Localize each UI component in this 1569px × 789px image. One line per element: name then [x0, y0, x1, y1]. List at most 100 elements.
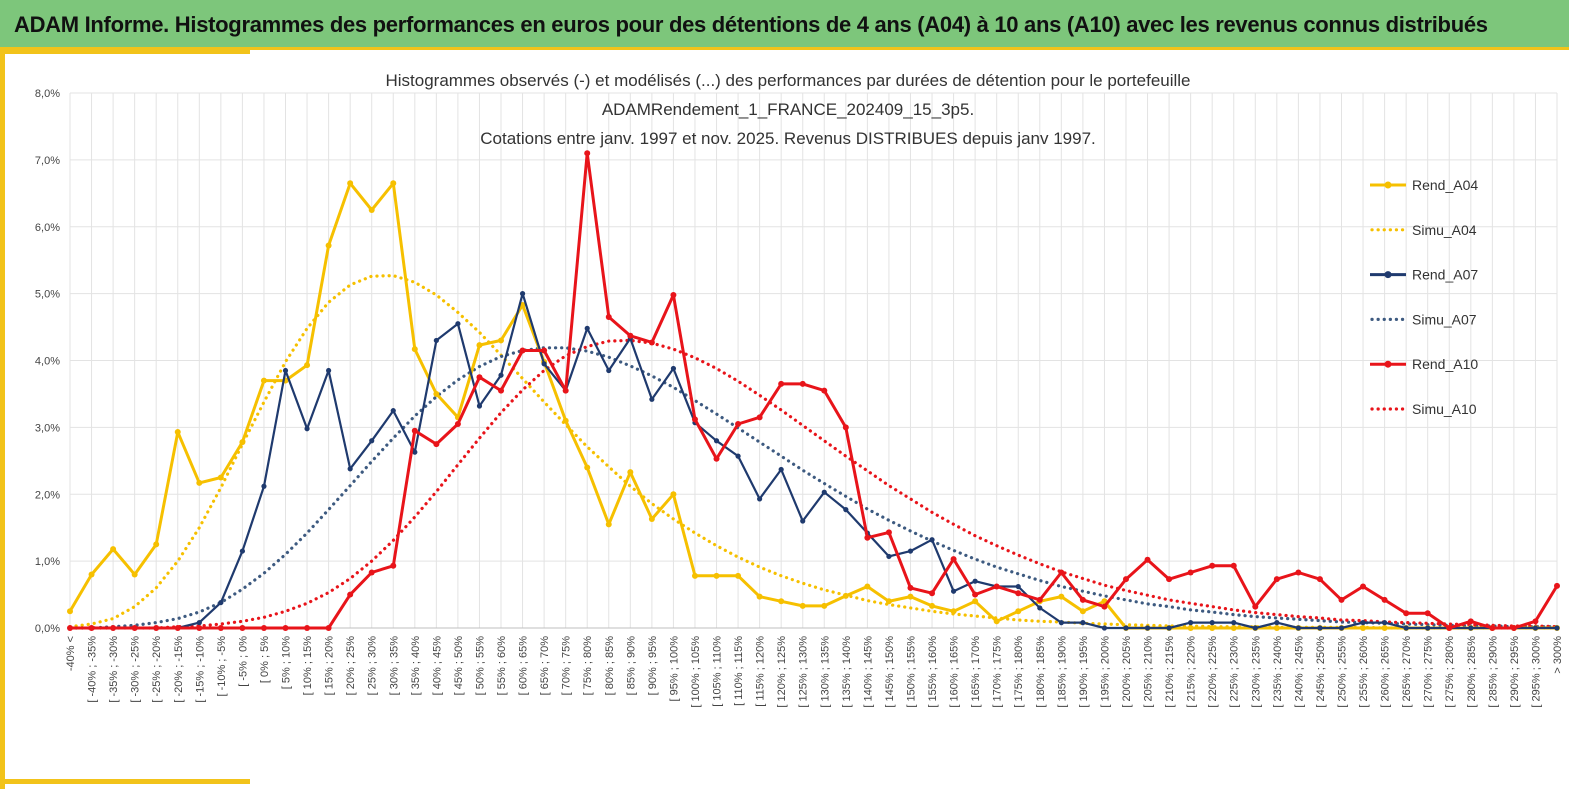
data-point-Rend_A07 [347, 466, 353, 472]
data-point-Rend_A04 [605, 521, 612, 528]
data-point-Rend_A10 [885, 529, 892, 536]
data-point-Rend_A10 [1252, 603, 1259, 610]
data-point-Rend_A04 [260, 377, 267, 384]
y-tick-label: 8,0% [35, 88, 60, 100]
data-point-Rend_A10 [756, 414, 763, 421]
x-tick-label: [ 280% ; 285% [1466, 636, 1478, 708]
y-tick-label: 0,0% [35, 623, 60, 635]
data-point-Rend_A07 [843, 507, 849, 513]
x-tick-label: [ 225% ; 230% [1229, 636, 1241, 708]
data-point-Rend_A07 [218, 599, 224, 606]
data-point-Rend_A07 [1338, 625, 1345, 631]
data-point-Rend_A04 [778, 598, 785, 605]
x-tick-label: [ 245% ; 250% [1315, 636, 1327, 708]
x-tick-label: [ 65% ; 70% [539, 636, 551, 696]
data-point-Rend_A07 [326, 367, 332, 374]
legend-label-Rend_A10: Rend_A10 [1412, 356, 1478, 372]
x-tick-label: [ 180% ; 185% [1035, 636, 1047, 708]
series-line-Rend_A10 [70, 151, 1559, 630]
data-point-Rend_A10 [1403, 610, 1410, 617]
data-point-Rend_A10 [368, 569, 375, 576]
data-point-Rend_A10 [454, 421, 461, 428]
x-tick-label: [ -40% ; -35% [87, 636, 99, 703]
data-point-Rend_A07 [886, 553, 892, 560]
data-point-Rend_A07 [1252, 625, 1258, 631]
data-point-Rend_A04 [691, 572, 698, 579]
data-point-Rend_A07 [1144, 625, 1151, 631]
legend-marker-Rend_A10 [1384, 360, 1392, 368]
data-point-Rend_A10 [1101, 603, 1108, 610]
chart-series [67, 150, 1560, 631]
data-point-Rend_A04 [498, 337, 505, 344]
data-point-Rend_A04 [88, 571, 95, 578]
data-point-Rend_A04 [1381, 625, 1388, 631]
data-point-Rend_A10 [1122, 576, 1129, 583]
data-point-Rend_A10 [584, 150, 591, 157]
x-tick-label: [ -35% ; -30% [108, 636, 120, 703]
x-tick-label: [ 70% ; 75% [561, 636, 573, 696]
series-Rend_A10 [67, 150, 1560, 631]
x-tick-label: -40% < [65, 636, 77, 671]
x-tick-label: > 300% [1552, 636, 1564, 674]
x-tick-label: [ 240% ; 245% [1293, 636, 1305, 708]
x-tick-label: [ 0% ; 5% [259, 636, 271, 683]
data-point-Rend_A10 [691, 416, 698, 423]
data-point-Rend_A07 [1554, 625, 1560, 631]
x-tick-label: [ 125% ; 130% [798, 636, 810, 708]
y-tick-label: 1,0% [35, 556, 60, 568]
data-point-Rend_A04 [304, 362, 311, 369]
data-point-Rend_A07 [282, 367, 289, 374]
data-point-Rend_A07 [519, 291, 526, 297]
data-point-Rend_A10 [648, 339, 655, 346]
data-point-Rend_A04 [885, 598, 892, 605]
x-tick-label: [ 285% ; 290% [1487, 636, 1499, 708]
x-tick-label: [ 210% ; 215% [1164, 636, 1176, 708]
data-point-Rend_A07 [433, 337, 439, 344]
data-point-Rend_A10 [1209, 562, 1216, 569]
legend-label-Simu_A07: Simu_A07 [1412, 311, 1477, 327]
x-tick-label: [ 25% ; 30% [367, 636, 379, 696]
chart-title-line-1: Histogrammes observés (-) et modélisés (… [385, 71, 1190, 90]
data-point-Rend_A07 [455, 321, 461, 327]
data-point-Rend_A04 [1058, 593, 1065, 600]
x-tick-label: [ 135% ; 140% [841, 636, 853, 708]
data-point-Rend_A07 [972, 578, 978, 584]
data-point-Rend_A10 [390, 562, 397, 569]
x-tick-label: [ 95% ; 100% [668, 636, 680, 702]
data-point-Rend_A10 [713, 455, 720, 462]
data-point-Rend_A04 [67, 608, 73, 615]
chart-legend: Rend_A04 Simu_A04 Rend_A07 Simu_A07 Rend_A10… [1370, 177, 1478, 417]
data-point-Rend_A04 [584, 464, 591, 471]
x-tick-label: [ 275% ; 280% [1444, 636, 1456, 708]
series-line-Simu_A04 [68, 273, 1559, 630]
x-tick-label: [ 90% ; 95% [647, 636, 659, 696]
frame-left-accent [0, 50, 5, 789]
data-point-Rend_A04 [1273, 625, 1280, 631]
series-Simu_A04 [68, 273, 1559, 630]
x-tick-label: [ 290% ; 295% [1509, 636, 1521, 708]
series-line-Simu_A10 [68, 338, 1559, 630]
data-point-Rend_A10 [1510, 625, 1517, 631]
chart-grid [69, 92, 1558, 629]
data-point-Rend_A07 [735, 453, 741, 459]
data-point-Rend_A07 [757, 496, 763, 502]
x-tick-label: [ 255% ; 260% [1358, 636, 1370, 708]
data-point-Rend_A04 [756, 593, 763, 600]
x-tick-label: [ 195% ; 200% [1099, 636, 1111, 708]
data-point-Rend_A07 [369, 438, 375, 444]
x-tick-label: [ 105% ; 110% [712, 636, 724, 707]
data-point-Rend_A07 [1425, 625, 1431, 631]
data-point-Rend_A10 [196, 625, 203, 631]
legend-marker-Rend_A04 [1384, 181, 1392, 189]
data-point-Rend_A04 [929, 602, 936, 609]
data-point-Rend_A10 [1187, 569, 1194, 576]
x-tick-label: [ -30% ; -25% [130, 636, 142, 703]
data-point-Rend_A10 [217, 625, 224, 631]
data-point-Rend_A10 [778, 380, 785, 387]
data-point-Rend_A07 [778, 466, 784, 473]
data-point-Rend_A04 [411, 346, 418, 353]
y-tick-label: 2,0% [35, 489, 60, 501]
data-point-Rend_A04 [239, 439, 246, 446]
data-point-Rend_A04 [347, 180, 354, 187]
data-point-Rend_A07 [1274, 620, 1280, 626]
